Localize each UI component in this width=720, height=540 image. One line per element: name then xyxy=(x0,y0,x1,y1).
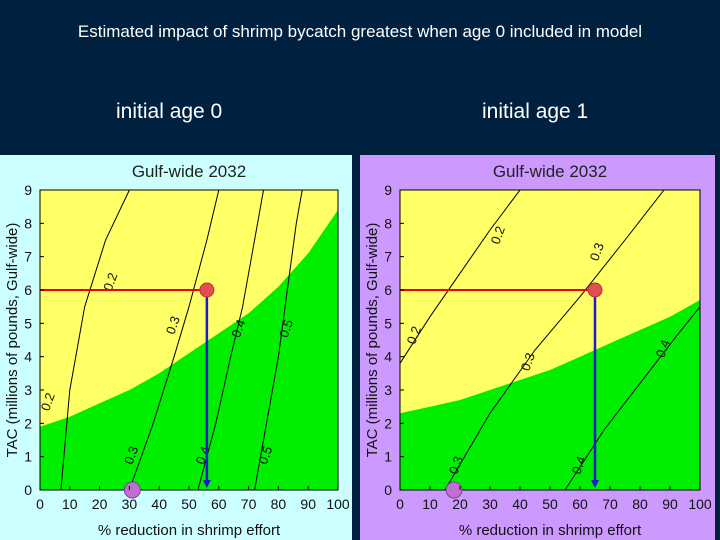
x-tick-label: 10 xyxy=(422,496,438,512)
contour-label: 0.2 xyxy=(38,391,58,413)
contour-label: 0.2 xyxy=(404,324,424,346)
y-tick-label: 4 xyxy=(24,349,32,365)
y-tick-label: 0 xyxy=(384,482,392,498)
contour-line-0.3 xyxy=(128,190,220,490)
y-axis-label: TAC (millions of pounds, Gulf-wide) xyxy=(364,223,381,458)
selection-point xyxy=(199,282,215,298)
chart-initial-age-0: 0.2 0.3 0.4 0.5 0.2 0.3 0.4 0.5 0 10 20 30 40 50 60 70 8… xyxy=(0,155,352,540)
right-column-label: initial age 1 xyxy=(482,100,589,123)
contour-label: 0.4 xyxy=(653,337,673,359)
left-column-label: initial age 0 xyxy=(116,100,223,123)
y-tick-label: 2 xyxy=(384,415,392,431)
y-tick-label: 7 xyxy=(24,249,32,265)
chart-initial-age-1: 0.2 0.3 0.2 0.3 0.4 0.3 0.4 0 10 20 30 40 50 60 70 80 90… xyxy=(360,155,715,540)
y-tick-label: 8 xyxy=(384,215,392,231)
chart-svg: 0.20.30.20.30.40.3 0.40 10 20 30 40 50 60 70 80 90… xyxy=(360,155,715,540)
chart-svg: 0.20.3 0.4 0.50.20.3 0.4 0.50 10 20 30 40 50 60 70 8… xyxy=(0,155,352,540)
x-tick-label: 90 xyxy=(662,496,678,512)
x-tick-label: 80 xyxy=(632,496,648,512)
bottom-marker xyxy=(445,481,463,499)
y-tick-label: 6 xyxy=(384,282,392,298)
x-tick-label: 100 xyxy=(326,496,350,512)
y-axis-label: TAC (millions of pounds, Gulf-wide) xyxy=(4,223,21,458)
selection-point xyxy=(587,282,603,298)
contour-label: 0.3 xyxy=(446,454,466,476)
x-tick-label: 40 xyxy=(151,496,167,512)
y-tick-label: 9 xyxy=(384,182,392,198)
contour-label: 0.3 xyxy=(163,314,183,336)
x-axis-label: % reduction in shrimp effort xyxy=(459,522,642,539)
chart-title: Gulf-wide 2032 xyxy=(493,162,607,181)
contour-label: 0.4 xyxy=(569,454,589,476)
x-tick-label: 90 xyxy=(300,496,316,512)
bottom-marker xyxy=(123,481,141,499)
y-tick-label: 0 xyxy=(24,482,32,498)
green-region xyxy=(40,210,338,490)
x-tick-label: 50 xyxy=(181,496,197,512)
y-tick-label: 5 xyxy=(24,315,32,331)
green-region xyxy=(400,300,700,490)
x-tick-label: 60 xyxy=(211,496,227,512)
contour-label: 0.2 xyxy=(488,224,508,246)
x-tick-label: 50 xyxy=(542,496,558,512)
contour-line-0.4 xyxy=(197,190,264,490)
y-tick-label: 8 xyxy=(24,215,32,231)
x-tick-label: 100 xyxy=(688,496,712,512)
x-tick-label: 30 xyxy=(482,496,498,512)
drop-arrow-head xyxy=(202,480,211,488)
x-tick-label: 20 xyxy=(92,496,108,512)
x-tick-label: 70 xyxy=(241,496,257,512)
y-tick-label: 6 xyxy=(24,282,32,298)
contour-label: 0.4 xyxy=(228,317,248,339)
x-tick-label: 80 xyxy=(271,496,287,512)
x-tick-label: 30 xyxy=(122,496,138,512)
y-tick-label: 1 xyxy=(24,449,32,465)
x-tick-label: 10 xyxy=(62,496,78,512)
y-tick-label: 2 xyxy=(24,415,32,431)
contour-label: 0.5 xyxy=(255,444,275,466)
contour-line-0.4 xyxy=(564,306,700,490)
contour-label: 0.3 xyxy=(518,351,538,373)
x-tick-label: 20 xyxy=(452,496,468,512)
contour-label: 0.5 xyxy=(276,317,296,339)
y-tick-label: 9 xyxy=(24,182,32,198)
contour-line-0.5 xyxy=(254,190,303,490)
contour-line-0.3 xyxy=(444,190,665,490)
x-tick-label: 70 xyxy=(602,496,618,512)
chart-title: Gulf-wide 2032 xyxy=(132,162,246,181)
x-tick-label: 40 xyxy=(512,496,528,512)
slide-title: Estimated impact of shrimp bycatch great… xyxy=(77,22,643,41)
x-tick-label: 0 xyxy=(396,496,404,512)
x-axis-label: % reduction in shrimp effort xyxy=(98,522,281,539)
y-tick-label: 3 xyxy=(384,382,392,398)
y-tick-label: 1 xyxy=(384,449,392,465)
y-tick-label: 4 xyxy=(384,349,392,365)
contour-label: 0.3 xyxy=(587,241,607,263)
contour-line-0.2 xyxy=(60,190,130,490)
x-tick-label: 0 xyxy=(36,496,44,512)
contour-label: 0.2 xyxy=(100,271,120,293)
contour-label: 0.3 xyxy=(121,444,141,466)
x-tick-label: 60 xyxy=(572,496,588,512)
y-tick-label: 3 xyxy=(24,382,32,398)
contour-line-0.2 xyxy=(400,190,521,364)
y-tick-label: 7 xyxy=(384,249,392,265)
drop-arrow-head xyxy=(591,480,599,488)
y-tick-label: 5 xyxy=(384,315,392,331)
